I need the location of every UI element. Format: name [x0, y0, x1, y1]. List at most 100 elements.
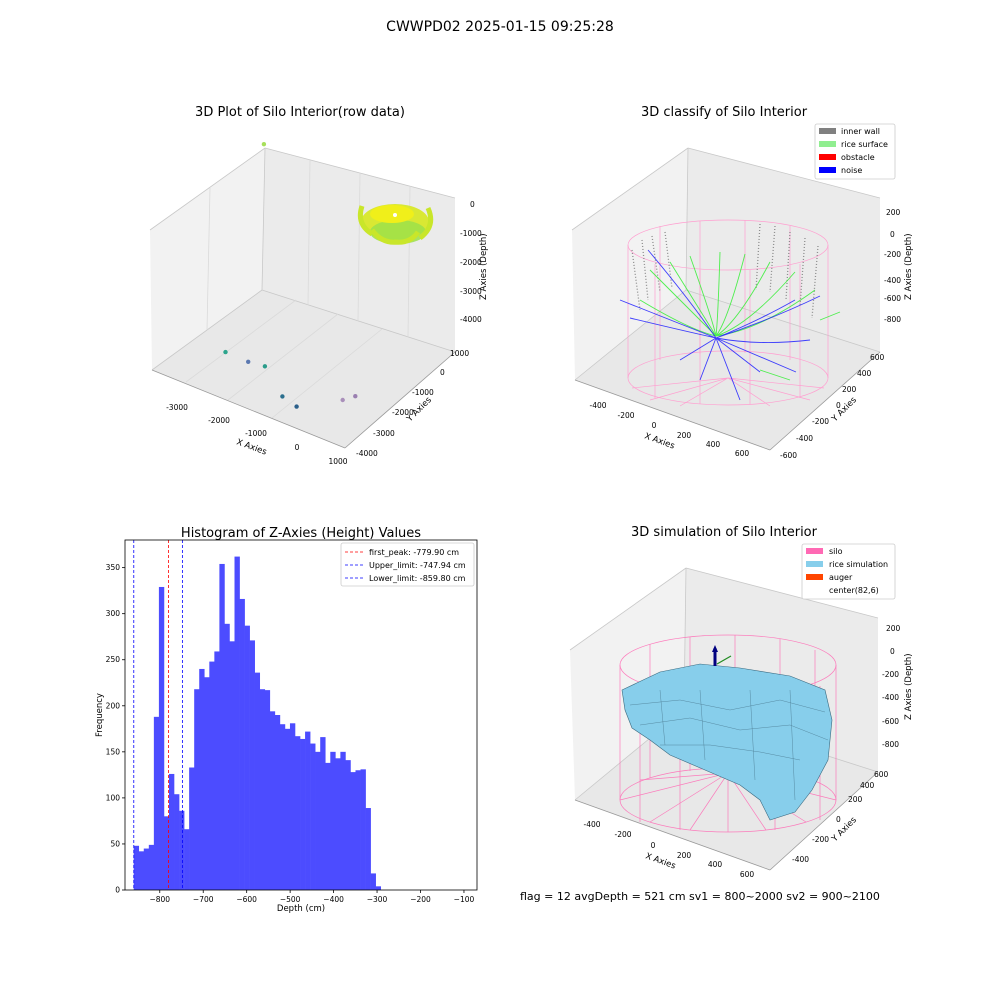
histogram-y-tick-label: 300 — [106, 609, 121, 618]
classify-z-tick: 0 — [890, 230, 895, 239]
classify-y-axis-label: Y Axies — [829, 395, 859, 425]
simulation-z-tick: -600 — [882, 717, 899, 726]
raw-y-tick: 1000 — [450, 349, 469, 358]
legend-swatch-rice-simulation — [806, 561, 823, 567]
histogram-x-tick-label: −800 — [149, 895, 170, 904]
classify-z-tick: -200 — [884, 250, 901, 259]
simulation-x-tick: 400 — [708, 860, 723, 869]
raw-y-tick: -3000 — [373, 429, 395, 438]
classify-y-tick: -400 — [796, 434, 813, 443]
classify-inner-wall — [631, 223, 819, 319]
raw-z-tick: 0 — [470, 200, 475, 209]
simulation-x-tick: 600 — [740, 870, 755, 879]
histogram-bar — [224, 623, 230, 890]
raw-z-tick: -3000 — [460, 287, 482, 296]
legend-label: inner wall — [841, 127, 880, 136]
histogram-bar — [189, 767, 195, 890]
histogram-bar — [179, 810, 185, 890]
simulation-x-tick: 0 — [651, 841, 656, 850]
simulation-z-tick: -200 — [882, 670, 899, 679]
raw-z-axis-label: Z Axies (Depth) — [479, 233, 489, 300]
histogram-x-tick-label: −500 — [280, 895, 301, 904]
histogram-bar — [209, 661, 215, 890]
histogram-bar — [315, 751, 321, 890]
simulation-y-tick: 0 — [836, 815, 841, 824]
histogram-bar — [340, 751, 346, 890]
simulation-y-tick: -200 — [812, 835, 829, 844]
histogram-bar — [239, 598, 245, 890]
simulation-y-tick: 600 — [874, 770, 889, 779]
histogram-y-ticks: 0 50 100 150 200 250 300 350 — [106, 563, 125, 895]
histogram-x-tick-label: −100 — [454, 895, 475, 904]
histogram-bar — [295, 736, 301, 890]
histogram-bar — [370, 873, 376, 890]
histogram-bar — [300, 738, 306, 890]
raw-x-tick: -3000 — [166, 403, 188, 412]
raw-x-axis-label: X Axies — [235, 437, 268, 457]
simulation-x-tick: 200 — [677, 851, 692, 860]
histogram-reference-lines — [133, 540, 183, 890]
raw-y-tick: 0 — [440, 368, 445, 377]
histogram-bar — [310, 743, 316, 890]
histogram-bar — [259, 689, 266, 890]
classify-x-tick: 200 — [677, 431, 692, 440]
raw-outlier-point — [294, 404, 299, 409]
simulation-z-tick: -400 — [882, 693, 899, 702]
raw-3d-z-ticks: -4000 -3000 -2000 -1000 0 — [460, 200, 482, 324]
histogram-x-tick-label: −600 — [236, 895, 257, 904]
histogram-bar — [284, 728, 291, 890]
simulation-rice-surface — [621, 663, 833, 821]
histogram-frame — [124, 539, 478, 891]
histogram-bar — [219, 563, 225, 890]
legend-swatch-silo — [806, 548, 823, 554]
histogram-bar — [335, 758, 341, 890]
histogram-bar — [174, 794, 180, 890]
simulation-z-tick: 200 — [886, 624, 901, 633]
classify-z-tick: 200 — [886, 208, 901, 217]
simulation-y-tick: -400 — [792, 855, 809, 864]
raw-3d-title: 3D Plot of Silo Interior(row data) — [195, 105, 405, 120]
panel-histogram: Histogram of Z-Axies (Height) Values −80… — [95, 526, 478, 914]
raw-3d-cluster — [357, 204, 434, 245]
raw-outlier-point — [262, 364, 268, 369]
histogram-bar — [168, 773, 175, 890]
raw-outlier-point — [246, 359, 251, 364]
histogram-bar — [269, 711, 276, 890]
histogram-y-axis-label: Frequency — [95, 693, 105, 737]
simulation-y-ticks: -400 -200 0 200 400 600 — [792, 770, 889, 864]
legend-swatch-auger — [806, 574, 823, 580]
histogram-x-ticks: −800 −700 −600 −500 −400 −300 −200 −100 — [149, 890, 474, 904]
histogram-legend: first_peak: -779.90 cm Upper_limit: -747… — [340, 542, 475, 587]
simulation-3d-title: 3D simulation of Silo Interior — [631, 525, 818, 540]
histogram-bar — [133, 845, 140, 890]
histogram-bar — [138, 851, 145, 890]
histogram-y-tick-label: 250 — [106, 655, 121, 664]
legend-label: rice surface — [841, 140, 888, 149]
histogram-x-tick-label: −300 — [367, 895, 388, 904]
histogram-bar — [244, 625, 250, 890]
histogram-bar — [153, 716, 160, 890]
simulation-z-tick: 0 — [890, 647, 895, 656]
simulation-x-ticks: -400 -200 0 200 400 600 — [583, 820, 754, 879]
histogram-bar — [330, 751, 336, 890]
raw-y-tick: -2000 — [392, 408, 414, 417]
histogram-y-tick-label: 100 — [106, 793, 121, 802]
histogram-bar — [274, 715, 281, 890]
histogram-bar — [163, 816, 170, 890]
raw-outlier-point — [280, 394, 285, 399]
histogram-x-tick-label: −700 — [193, 895, 214, 904]
raw-outlier-point — [340, 397, 345, 403]
raw-x-tick: 1000 — [328, 457, 347, 466]
classify-3d-title: 3D classify of Silo Interior — [641, 105, 808, 120]
legend-swatch-inner-wall — [819, 128, 836, 134]
histogram-bar — [365, 808, 371, 890]
legend-label: noise — [841, 166, 862, 175]
legend-label: Lower_limit: -859.80 cm — [369, 574, 466, 583]
histogram-bars — [133, 556, 381, 890]
classify-z-tick: -600 — [884, 294, 901, 303]
legend-label: first_peak: -779.90 cm — [369, 548, 459, 557]
histogram-y-tick-label: 350 — [106, 563, 121, 572]
legend-label: obstacle — [841, 153, 875, 162]
histogram-bar — [345, 760, 351, 890]
